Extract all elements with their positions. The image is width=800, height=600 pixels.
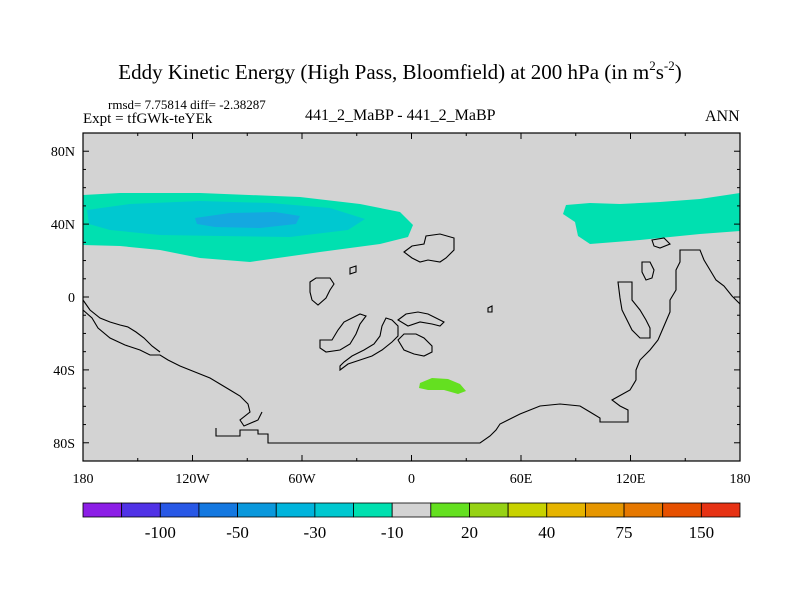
- colorbar-swatch: [623, 502, 664, 518]
- colorbar-swatch: [121, 502, 161, 518]
- coastline-japan: [641, 261, 655, 281]
- colorbar-swatch: [430, 502, 470, 518]
- x-tick-label: 180: [730, 472, 751, 487]
- y-tick-label: 80S: [53, 437, 75, 452]
- coastline-madagascar: [397, 311, 445, 327]
- coastline-east-asia: [617, 281, 651, 339]
- contour-region-north-pacific-center: [195, 212, 300, 228]
- contour-region-southern-ocean: [419, 378, 466, 394]
- coastline-kamchatka: [651, 237, 671, 249]
- colorbar-label: -50: [226, 523, 249, 542]
- x-tick-label: 120W: [175, 472, 210, 487]
- colorbar-swatch: [700, 502, 741, 518]
- colorbar-swatch: [275, 502, 316, 518]
- chart-title: Eddy Kinetic Energy (High Pass, Bloomfie…: [118, 58, 682, 84]
- contour-region-east-asia: [563, 193, 740, 244]
- colorbar-swatch: [546, 502, 586, 518]
- coastline-southeast-asia: [339, 317, 399, 372]
- colorbar-swatch: [237, 502, 277, 518]
- plot-background: [83, 133, 740, 461]
- y-tick-label: 0: [68, 291, 75, 306]
- x-tick-label: 180: [73, 472, 94, 487]
- colorbar-swatch: [662, 502, 702, 518]
- stats-label: rmsd= 7.75814 diff= -2.38287: [108, 97, 266, 112]
- colorbar-swatch: [585, 502, 625, 518]
- coastline-indonesia: [397, 333, 433, 357]
- y-tick-label: 40N: [51, 218, 75, 233]
- x-tick-label: 60E: [510, 472, 533, 487]
- experiment-difference-label: 441_2_MaBP - 441_2_MaBP: [305, 107, 496, 124]
- coastline-west-africa: [309, 277, 335, 306]
- coastline-north-coast: [403, 233, 455, 263]
- colorbar-swatch: [198, 502, 238, 518]
- season-label: ANN: [705, 108, 740, 125]
- colorbar-label: 20: [461, 523, 478, 542]
- colorbar-swatch: [391, 502, 432, 518]
- colorbar-swatch: [353, 502, 393, 518]
- colorbar-label: 40: [538, 523, 555, 542]
- x-tick-label: 0: [408, 472, 415, 487]
- colorbar-label: -100: [145, 523, 176, 542]
- coastline-antarctica: [215, 249, 741, 444]
- x-tick-label: 60W: [288, 472, 316, 487]
- colorbar-swatch: [469, 502, 509, 518]
- experiment-label: Expt = tfGWk-teYEk: [83, 111, 213, 127]
- colorbar-label: -30: [304, 523, 327, 542]
- colorbar-label: -10: [381, 523, 404, 542]
- coastline-small-island: [487, 305, 493, 313]
- coastline-india: [319, 313, 367, 353]
- colorbar-swatch: [314, 502, 354, 518]
- colorbar-label: 75: [616, 523, 633, 542]
- colorbar-label: 150: [689, 523, 715, 542]
- coastline-central-america: [82, 299, 161, 353]
- coastline-andes: [82, 309, 263, 427]
- y-tick-label: 80N: [51, 145, 75, 160]
- y-tick-label: 40S: [53, 364, 75, 379]
- colorbar-swatch: [82, 502, 123, 518]
- colorbar-swatch: [507, 502, 548, 518]
- coastline-arabia: [349, 265, 357, 275]
- colorbar-swatch: [159, 502, 200, 518]
- x-tick-label: 120E: [616, 472, 646, 487]
